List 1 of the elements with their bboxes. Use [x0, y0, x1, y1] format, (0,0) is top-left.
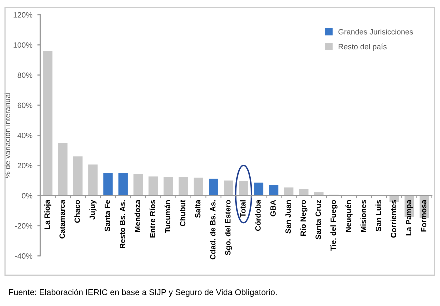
source-note: Fuente: Elaboración IERIC en base a SIJP y Seguro de Vida Obligatorio.	[9, 289, 277, 298]
